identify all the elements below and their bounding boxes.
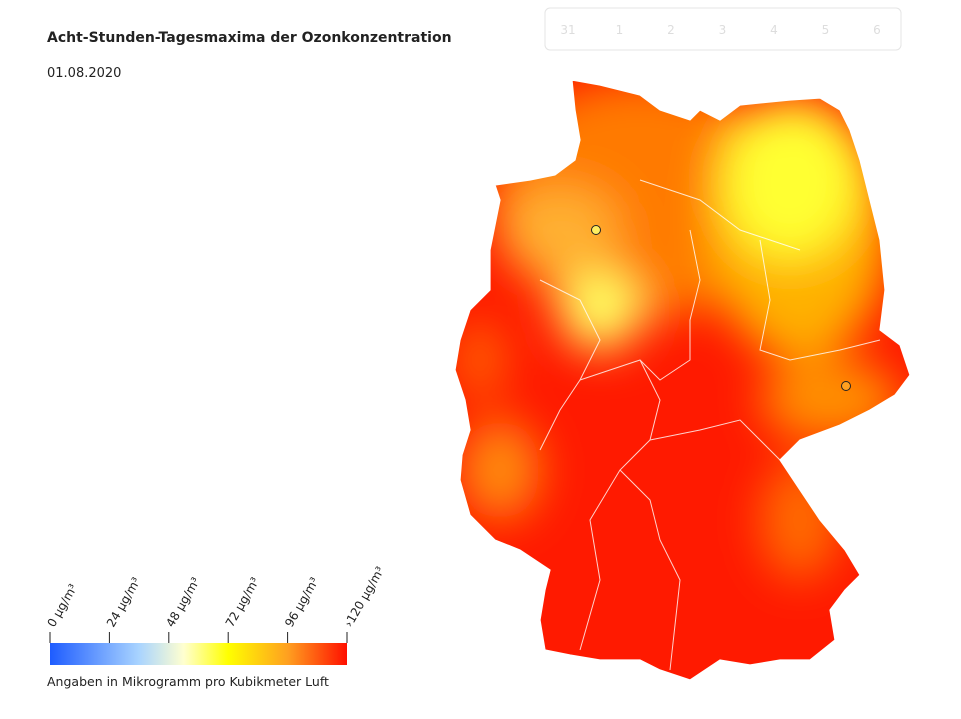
legend-caption: Angaben in Mikrogramm pro Kubikmeter Luf… xyxy=(47,674,329,689)
day[interactable]: 1 xyxy=(616,23,624,37)
tick-label: 96 µg/m³ xyxy=(282,575,322,630)
day[interactable]: 4 xyxy=(770,23,778,37)
day[interactable]: 5 xyxy=(822,23,830,37)
tick-label: 72 µg/m³ xyxy=(223,575,263,630)
tick-label: 48 µg/m³ xyxy=(163,575,203,630)
tick-label: ›120 µg/m³ xyxy=(341,564,387,629)
title: Acht-Stunden-Tagesmaxima der Ozonkonzent… xyxy=(47,30,452,46)
day[interactable]: 3 xyxy=(719,23,727,37)
day[interactable]: 2 xyxy=(667,23,675,37)
date: 01.08.2020 xyxy=(47,66,121,81)
station[interactable] xyxy=(841,381,851,391)
day[interactable]: 31 xyxy=(560,23,575,37)
tick-label: 0 µg/m³ xyxy=(44,581,80,629)
day[interactable]: 6 xyxy=(873,23,881,37)
color-scale xyxy=(50,643,347,665)
station[interactable] xyxy=(591,225,601,235)
date-selector[interactable] xyxy=(544,7,902,51)
ozone-map xyxy=(455,80,910,680)
tick-label: 24 µg/m³ xyxy=(104,575,144,630)
